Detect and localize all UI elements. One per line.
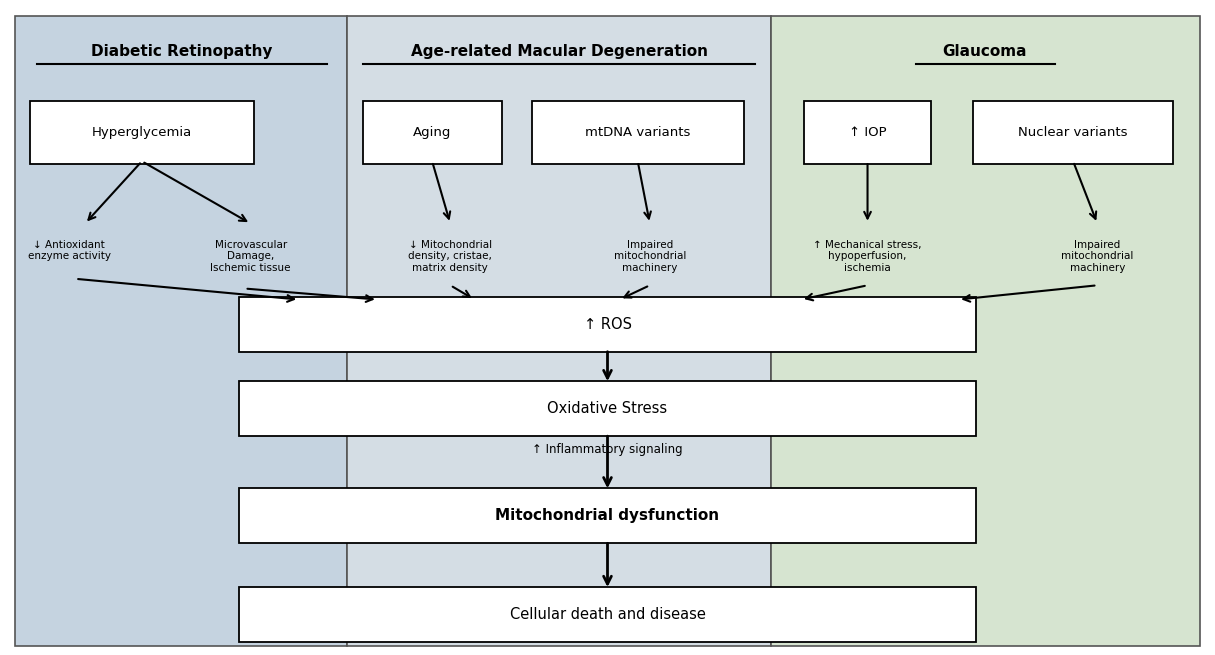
FancyBboxPatch shape bbox=[973, 101, 1172, 164]
Text: Diabetic Retinopathy: Diabetic Retinopathy bbox=[91, 44, 272, 59]
Text: Aging: Aging bbox=[413, 126, 451, 139]
FancyBboxPatch shape bbox=[238, 587, 977, 642]
FancyBboxPatch shape bbox=[770, 16, 1200, 646]
FancyBboxPatch shape bbox=[30, 101, 254, 164]
FancyBboxPatch shape bbox=[238, 488, 977, 544]
Text: ↓ Antioxidant
enzyme activity: ↓ Antioxidant enzyme activity bbox=[28, 240, 111, 261]
FancyBboxPatch shape bbox=[238, 381, 977, 436]
FancyBboxPatch shape bbox=[804, 101, 931, 164]
Text: Age-related Macular Degeneration: Age-related Macular Degeneration bbox=[411, 44, 707, 59]
FancyBboxPatch shape bbox=[532, 101, 744, 164]
Text: mtDNA variants: mtDNA variants bbox=[586, 126, 690, 139]
FancyBboxPatch shape bbox=[362, 101, 502, 164]
FancyBboxPatch shape bbox=[347, 16, 770, 646]
Text: Hyperglycemia: Hyperglycemia bbox=[92, 126, 192, 139]
Text: ↑ IOP: ↑ IOP bbox=[849, 126, 887, 139]
Text: Glaucoma: Glaucoma bbox=[943, 44, 1027, 59]
Text: ↑ ROS: ↑ ROS bbox=[583, 317, 632, 331]
Text: Cellular death and disease: Cellular death and disease bbox=[509, 607, 706, 622]
Text: Nuclear variants: Nuclear variants bbox=[1018, 126, 1128, 139]
Text: Mitochondrial dysfunction: Mitochondrial dysfunction bbox=[496, 508, 719, 523]
Text: Impaired
mitochondrial
machinery: Impaired mitochondrial machinery bbox=[1061, 240, 1134, 273]
FancyBboxPatch shape bbox=[238, 297, 977, 352]
Text: ↓ Mitochondrial
density, cristae,
matrix density: ↓ Mitochondrial density, cristae, matrix… bbox=[408, 240, 492, 273]
Text: ↑ Inflammatory signaling: ↑ Inflammatory signaling bbox=[532, 443, 683, 456]
Text: Impaired
mitochondrial
machinery: Impaired mitochondrial machinery bbox=[614, 240, 686, 273]
Text: Microvascular
Damage,
Ischemic tissue: Microvascular Damage, Ischemic tissue bbox=[210, 240, 290, 273]
FancyBboxPatch shape bbox=[15, 16, 347, 646]
Text: ↑ Mechanical stress,
hypoperfusion,
ischemia: ↑ Mechanical stress, hypoperfusion, isch… bbox=[813, 240, 922, 273]
Text: Oxidative Stress: Oxidative Stress bbox=[548, 401, 667, 416]
